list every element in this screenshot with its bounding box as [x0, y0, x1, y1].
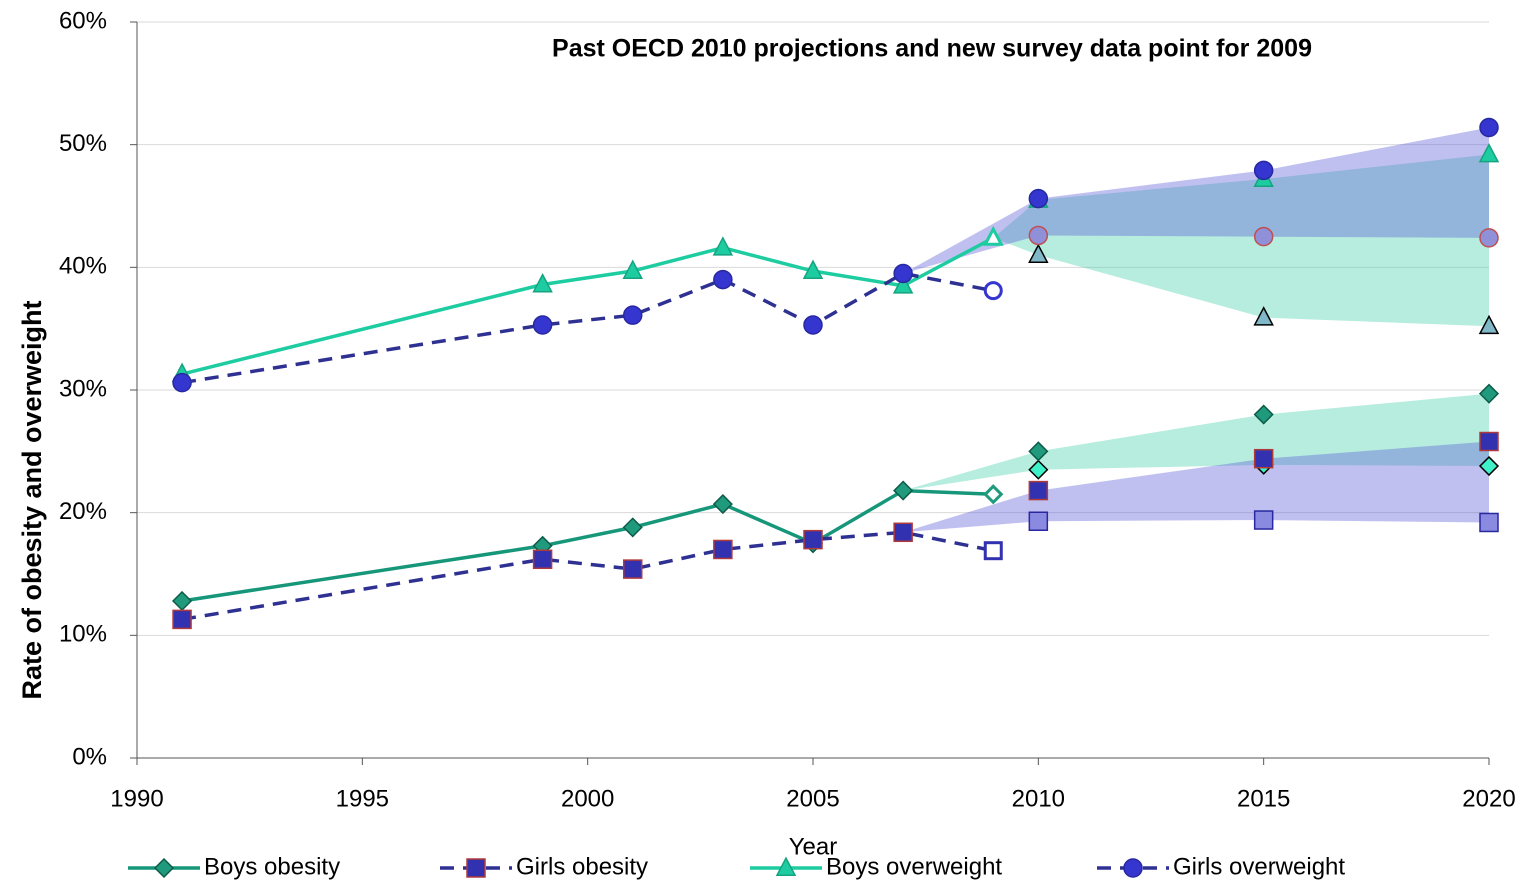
marker	[1028, 188, 1049, 209]
marker	[1478, 314, 1500, 335]
x-tick-label: 2010	[1012, 785, 1065, 812]
projection-band	[903, 127, 1489, 274]
marker	[712, 494, 733, 515]
marker	[1253, 160, 1274, 181]
y-tick-label: 30%	[59, 375, 107, 402]
marker	[893, 522, 913, 543]
marker	[1028, 441, 1049, 462]
y-tick-label: 50%	[59, 130, 107, 157]
marker	[803, 315, 823, 335]
y-tick-label: 40%	[59, 253, 107, 280]
marker	[622, 559, 643, 579]
marker	[1028, 225, 1049, 246]
marker	[893, 480, 914, 501]
projection-band	[903, 441, 1489, 533]
marker	[622, 305, 643, 325]
marker	[1479, 512, 1499, 533]
x-tick-label: 2000	[561, 785, 614, 812]
marker	[172, 609, 192, 630]
marker	[1028, 511, 1049, 532]
marker	[1028, 243, 1049, 264]
marker	[622, 517, 643, 538]
marker	[1478, 383, 1500, 404]
marker	[775, 856, 797, 876]
x-tick-label: 2005	[786, 785, 839, 812]
legend-label: Boys overweight	[826, 853, 1002, 880]
marker	[1479, 228, 1499, 248]
marker	[1479, 431, 1499, 452]
x-tick-label: 2020	[1462, 785, 1515, 812]
projection-band	[993, 154, 1489, 327]
series-line	[181, 236, 995, 376]
legend-label: Girls overweight	[1173, 853, 1345, 880]
marker	[1123, 858, 1143, 878]
marker	[1253, 510, 1274, 530]
marker	[532, 315, 553, 335]
marker	[893, 263, 913, 284]
x-tick-label: 1990	[110, 785, 163, 812]
marker	[983, 484, 1004, 505]
y-tick-label: 60%	[59, 7, 107, 34]
y-tick-label: 0%	[72, 743, 107, 770]
marker	[532, 272, 553, 293]
marker	[803, 529, 823, 550]
marker	[172, 590, 193, 612]
marker	[713, 539, 733, 560]
marker	[982, 225, 1004, 246]
marker	[983, 281, 1003, 301]
marker	[1253, 404, 1274, 425]
chart-title: Past OECD 2010 projections and new surve…	[552, 35, 1312, 63]
y-tick-label: 20%	[59, 498, 107, 525]
marker	[153, 857, 175, 879]
marker	[172, 372, 192, 393]
marker	[1253, 226, 1274, 247]
marker	[1253, 306, 1274, 326]
y-tick-label: 10%	[59, 621, 107, 648]
y-axis-label: Rate of obesity and overweight	[17, 300, 47, 699]
marker	[802, 259, 824, 279]
marker	[622, 259, 643, 279]
legend-label: Boys obesity	[204, 853, 340, 880]
x-axis-label: Year	[789, 833, 838, 860]
marker	[1478, 455, 1500, 477]
marker	[983, 541, 1003, 561]
x-tick-label: 2015	[1237, 785, 1290, 812]
marker	[1028, 459, 1049, 480]
marker	[713, 269, 733, 290]
marker	[1478, 142, 1500, 163]
marker	[1028, 480, 1049, 501]
x-tick-label: 1995	[336, 785, 389, 812]
series-line	[181, 271, 994, 385]
series-line	[181, 530, 994, 622]
marker	[1479, 117, 1499, 138]
marker	[532, 549, 553, 570]
legend-label: Girls obesity	[516, 853, 648, 880]
marker	[466, 858, 486, 878]
marker	[1253, 448, 1274, 469]
series-line	[181, 488, 994, 603]
marker	[712, 236, 734, 256]
marker	[892, 274, 914, 294]
projection-band	[903, 393, 1489, 491]
